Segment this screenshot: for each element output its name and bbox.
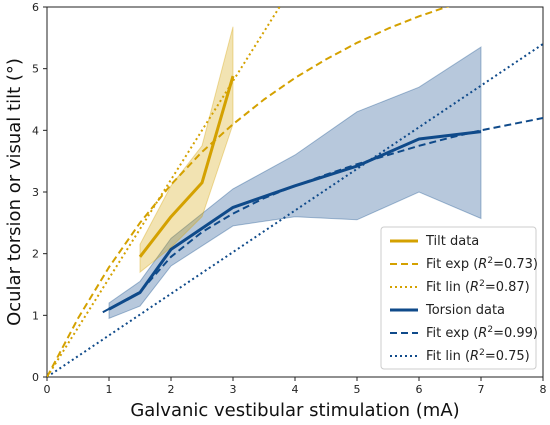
legend-label-torsion-fit-lin: Fit lin (R2=0.75) [426,348,530,364]
x-tick-label: 1 [106,383,113,396]
y-tick-label: 0 [32,371,39,384]
legend-label-tilt-data: Tilt data [425,234,479,249]
legend-label-torsion-fit-exp: Fit exp (R2=0.99) [426,325,538,341]
x-tick-label: 4 [292,383,299,396]
tilt-data-line [138,75,235,258]
legend-label-tilt-fit-lin: Fit lin (R2=0.87) [426,279,530,295]
legend-label-tilt-fit-exp: Fit exp (R2=0.73) [426,256,538,272]
legend-box [380,226,537,370]
x-tick-label: 3 [230,383,237,396]
y-tick-label: 4 [32,124,39,137]
y-tick-label: 3 [32,186,39,199]
x-tick-label: 0 [44,383,51,396]
x-tick-label: 5 [354,383,361,396]
x-axis-label: Galvanic vestibular stimulation (mA) [130,400,459,421]
x-tick-label: 6 [416,383,423,396]
x-tick-label: 2 [168,383,175,396]
y-tick-label: 1 [32,309,39,322]
x-tick-label: 8 [540,383,547,396]
y-tick-label: 5 [32,63,39,76]
legend: Tilt data Fit exp (R2=0.73) Fit lin (R2=… [380,226,538,370]
legend-label-torsion-data: Torsion data [425,303,505,318]
y-axis-label: Ocular torsion or visual tilt (°) [4,58,25,326]
y-tick-label: 2 [32,248,39,261]
torsion-data-line [108,130,482,311]
x-tick-label: 7 [478,383,485,396]
tilt-fit-lin-line [47,7,281,377]
torsion-confidence-band [108,46,482,320]
y-tick-label: 6 [32,1,39,14]
